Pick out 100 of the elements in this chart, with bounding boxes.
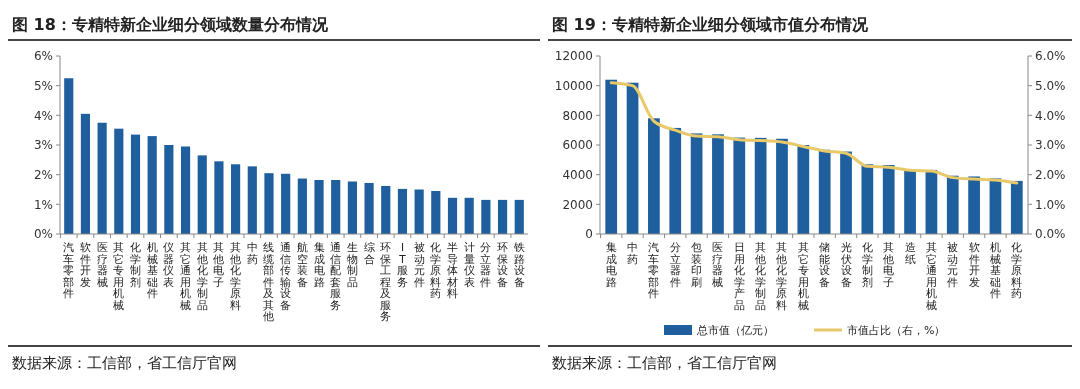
x-tick-label: 仪器仪表 bbox=[163, 241, 175, 288]
bar bbox=[80, 113, 91, 234]
bar bbox=[840, 151, 852, 234]
bar bbox=[180, 146, 191, 234]
x-tick-label: 化学制剂 bbox=[861, 241, 873, 288]
x-tick-label: 其它通用机械 bbox=[180, 241, 192, 311]
bar bbox=[347, 181, 357, 234]
x-tick-label: 被动元件 bbox=[947, 241, 959, 288]
bar bbox=[164, 145, 174, 234]
y2-tick-label: 3.0% bbox=[1035, 138, 1066, 153]
bar bbox=[397, 188, 408, 234]
x-tick-label: 航空装备 bbox=[296, 241, 308, 288]
y-tick-label: 12000 bbox=[554, 49, 593, 64]
x-tick-label: 半导体材料 bbox=[446, 241, 458, 299]
bar bbox=[231, 164, 241, 234]
x-tick-label: 储能设备 bbox=[819, 241, 831, 288]
line-series bbox=[609, 81, 1019, 185]
x-tick-label: 中药 bbox=[246, 241, 258, 265]
x-tick-label: 其他化学原料 bbox=[230, 241, 242, 311]
x-tick-label: 其他电子 bbox=[883, 241, 895, 288]
y-tick-label: 2000 bbox=[562, 197, 593, 212]
bar bbox=[414, 189, 424, 234]
y2-tick-label: 0.0% bbox=[1035, 227, 1066, 242]
y2-tick-label: 6.0% bbox=[1035, 49, 1066, 64]
x-tick-label: 包装印刷 bbox=[691, 241, 703, 288]
x-tick-label: 其他电子 bbox=[213, 241, 225, 288]
x-tick-label: 被动元件 bbox=[413, 241, 425, 288]
x-tick-label: 其他化学原料 bbox=[776, 241, 788, 311]
bar bbox=[331, 180, 341, 234]
bar bbox=[431, 190, 441, 234]
bar bbox=[147, 136, 157, 234]
bar bbox=[130, 134, 141, 234]
bar bbox=[754, 137, 767, 234]
bar bbox=[281, 173, 291, 234]
x-tick-label: 线缆部件及其他 bbox=[263, 241, 275, 322]
x-tick-label: 环保工程及服务 bbox=[380, 241, 392, 322]
y-tick-label: 1% bbox=[33, 197, 53, 212]
bar bbox=[669, 127, 682, 234]
bar bbox=[797, 145, 810, 234]
bar bbox=[626, 82, 639, 234]
x-tick-label: 机械基础件 bbox=[145, 241, 158, 299]
x-tick-label: 计量仪表 bbox=[463, 241, 475, 288]
y2-tick-label: 2.0% bbox=[1035, 167, 1066, 182]
x-tick-label: 集成电路 bbox=[605, 241, 617, 288]
x-tick-label: 汽车零部件 bbox=[63, 241, 75, 299]
bar bbox=[733, 137, 746, 234]
x-tick-label: 软件开发 bbox=[968, 241, 980, 288]
y-tick-label: 0% bbox=[33, 227, 53, 242]
bar bbox=[381, 185, 391, 234]
bar bbox=[690, 133, 703, 234]
bar bbox=[447, 197, 458, 234]
x-tick-label: 综合 bbox=[363, 241, 375, 265]
x-tick-label: 软件开发 bbox=[79, 241, 91, 288]
bar bbox=[818, 149, 831, 234]
bar bbox=[497, 199, 508, 234]
bar bbox=[481, 199, 491, 234]
source-note: 数据来源：工信部，省工信厅官网 bbox=[12, 354, 237, 372]
x-tick-label: 铁路设备 bbox=[512, 241, 525, 288]
bar bbox=[968, 176, 980, 234]
bar bbox=[1010, 180, 1023, 234]
x-tick-label: 通信配套服务 bbox=[330, 241, 342, 311]
bar bbox=[197, 155, 207, 234]
bar bbox=[712, 134, 724, 234]
bar bbox=[214, 161, 224, 234]
y2-tick-label: 5.0% bbox=[1035, 78, 1066, 93]
bar bbox=[776, 138, 788, 234]
bar bbox=[114, 128, 124, 234]
bar bbox=[648, 118, 660, 234]
x-tick-label: 造纸 bbox=[904, 241, 916, 265]
x-tick-label: 环保设备 bbox=[497, 241, 509, 288]
y-tick-label: 0 bbox=[585, 227, 593, 242]
x-tick-label: 其他化学制品 bbox=[755, 241, 767, 311]
bar bbox=[882, 165, 895, 234]
x-tick-label: 分立器件 bbox=[669, 241, 681, 288]
x-tick-label: IT服务 bbox=[396, 241, 408, 288]
y-tick-label: 2% bbox=[33, 167, 53, 182]
x-tick-label: 光伏设备 bbox=[840, 241, 852, 288]
bar bbox=[464, 197, 474, 234]
y-tick-label: 10000 bbox=[554, 78, 593, 93]
bar bbox=[861, 164, 874, 234]
chart-title: 图 18：专精特新企业细分领域数量分布情况 bbox=[12, 15, 329, 34]
bar bbox=[605, 79, 618, 234]
x-tick-label: 日用化学产品 bbox=[733, 241, 745, 311]
bar bbox=[247, 166, 257, 234]
x-tick-label: 其它通用机械 bbox=[925, 241, 937, 311]
y-tick-label: 8000 bbox=[562, 108, 593, 123]
bar bbox=[264, 173, 274, 234]
y-tick-label: 5% bbox=[33, 78, 53, 93]
bar bbox=[97, 122, 107, 234]
x-tick-label: 医疗器械 bbox=[96, 241, 108, 288]
x-tick-label: 其它专用机械 bbox=[113, 241, 125, 311]
bar bbox=[514, 199, 524, 234]
legend-label: 市值占比（右，%） bbox=[847, 323, 946, 337]
y-tick-label: 6% bbox=[33, 49, 53, 64]
y-tick-label: 3% bbox=[33, 138, 53, 153]
y2-tick-label: 4.0% bbox=[1035, 108, 1066, 123]
legend-label: 总市值（亿元） bbox=[696, 323, 774, 337]
y2-tick-label: 1.0% bbox=[1035, 197, 1066, 212]
bar bbox=[364, 182, 374, 234]
x-tick-label: 生物制品 bbox=[346, 241, 358, 288]
